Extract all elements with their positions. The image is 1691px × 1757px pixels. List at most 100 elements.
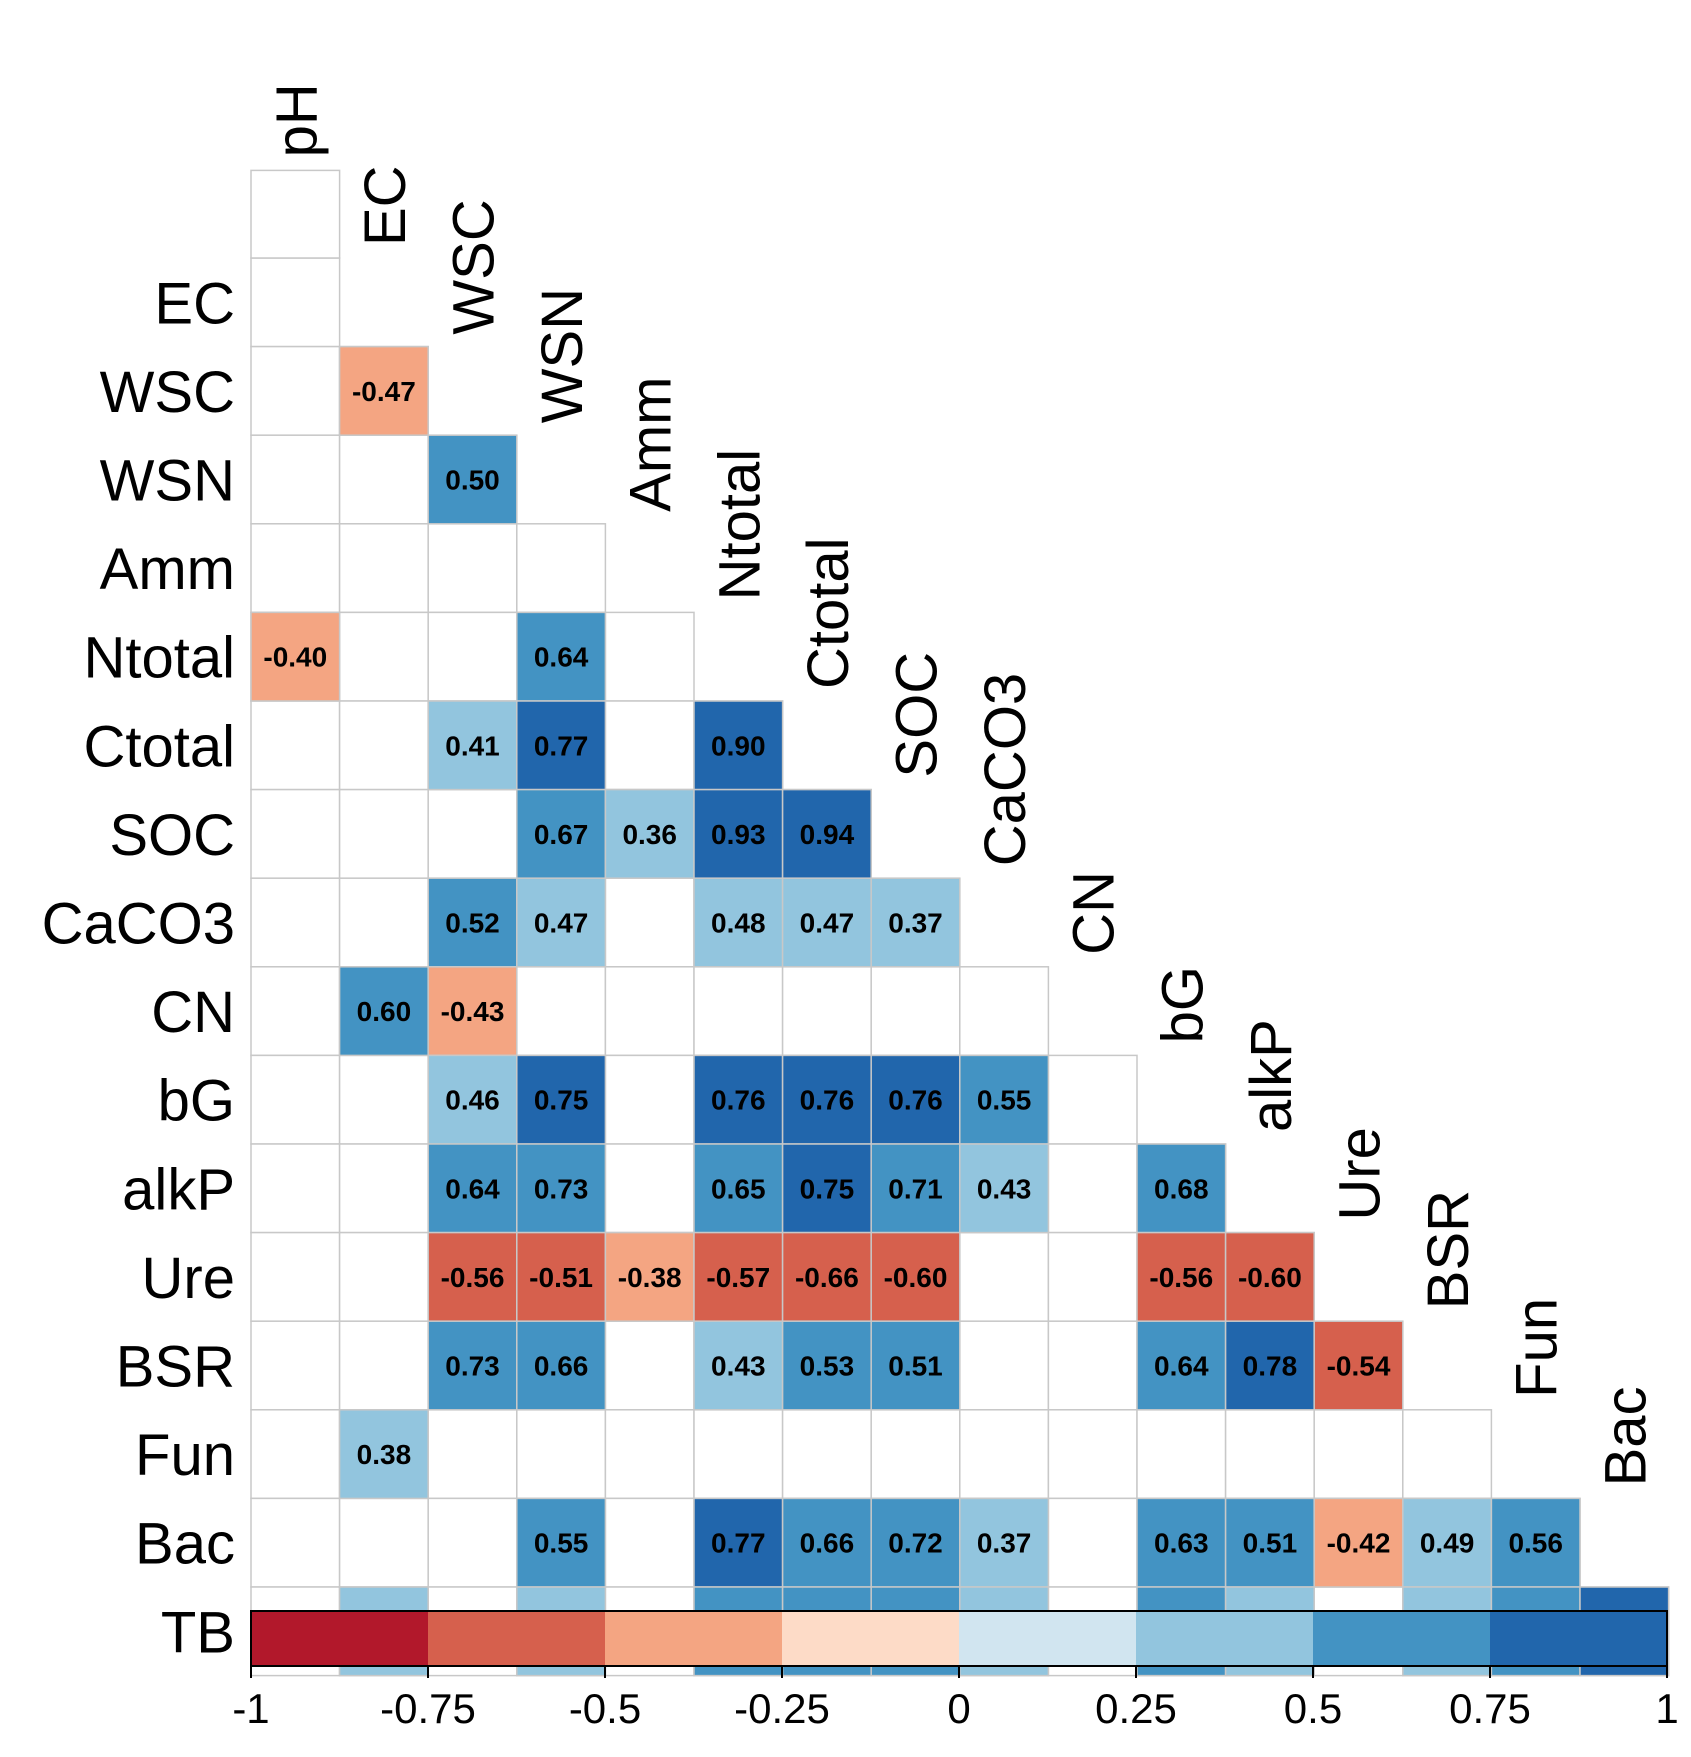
colorbar-bin-6: [1313, 1611, 1490, 1666]
grid-cell-Ctotal-Amm: [604, 700, 695, 791]
heatmap-cells: -0.47 0.50 -0.40 0.64 0.41 0.77 0.90 0.67 0.36 0.…: [250, 169, 1670, 1677]
cell-label-bG-CaCO3: 0.55: [977, 1085, 1032, 1116]
cell-label-Ure-Ctotal: -0.66: [795, 1262, 859, 1293]
colorbar-bin-0: [251, 1611, 428, 1666]
row-labels: EC WSC WSN Amm Ntotal Ctotal SOC CaCO3 CN bG alkP U…: [42, 271, 235, 1665]
cell-label-Ure-Ntotal: -0.57: [706, 1262, 770, 1293]
cell-SOC-WSN: [516, 788, 607, 879]
cell-alkP-SOC: [870, 1143, 961, 1234]
cell-label-Bac-CaCO3: 0.37: [977, 1528, 1032, 1559]
cell-label-bG-WSN: 0.75: [534, 1085, 589, 1116]
cell-CN-EC: [338, 966, 429, 1057]
cell-label-bG-SOC: 0.76: [888, 1085, 943, 1116]
cell-Ctotal-WSN: [516, 700, 607, 791]
cell-Ctotal-Ntotal: [693, 700, 784, 791]
grid-cell-Ntotal-WSC: [427, 611, 518, 702]
grid-cell-CaCO3-pH: [250, 877, 341, 968]
grid-cell-CaCO3-Amm: [604, 877, 695, 968]
grid-cell-Amm-WSN: [516, 523, 607, 614]
grid-cell-Fun-bG: [1136, 1409, 1227, 1500]
cell-BSR-SOC: [870, 1320, 961, 1411]
cell-Ntotal-pH: [250, 611, 341, 702]
row-label-CaCO3: CaCO3: [42, 892, 235, 957]
col-label-CaCO3: CaCO3: [973, 673, 1038, 866]
row-label-Ure: Ure: [142, 1246, 235, 1311]
grid-cell-Bac-EC: [338, 1497, 429, 1588]
cell-Ure-Amm: [604, 1231, 695, 1322]
grid-cell-Ntotal-Amm: [604, 611, 695, 702]
grid-cell-Fun-WSN: [516, 1409, 607, 1500]
grid-cell-Amm-EC: [338, 523, 429, 614]
cell-label-SOC-WSN: 0.67: [534, 819, 589, 850]
cell-label-Bac-WSN: 0.55: [534, 1528, 589, 1559]
cell-label-Ure-Amm: -0.38: [618, 1262, 682, 1293]
colorbar-bin-4: [959, 1611, 1136, 1666]
cell-CaCO3-Ntotal: [693, 877, 784, 968]
row-label-BSR: BSR: [116, 1335, 235, 1400]
grid-cell-CN-SOC: [870, 966, 961, 1057]
cell-label-Ure-WSC: -0.56: [441, 1262, 505, 1293]
grid-cell-alkP-CN: [1047, 1143, 1138, 1234]
grid-cell-CN-Ntotal: [693, 966, 784, 1057]
col-label-Ntotal: Ntotal: [707, 449, 772, 601]
grid-cell-Bac-CN: [1047, 1497, 1138, 1588]
cell-label-BSR-alkP: 0.78: [1243, 1351, 1298, 1382]
col-label-Fun: Fun: [1505, 1298, 1570, 1398]
cell-alkP-WSN: [516, 1143, 607, 1234]
cell-label-SOC-Ctotal: 0.94: [800, 819, 855, 850]
cell-Bac-WSN: [516, 1497, 607, 1588]
row-label-Ntotal: Ntotal: [83, 626, 235, 691]
cell-Ure-bG: [1136, 1231, 1227, 1322]
cell-CaCO3-Ctotal: [781, 877, 872, 968]
row-label-bG: bG: [158, 1069, 235, 1134]
cell-label-BSR-Ctotal: 0.53: [800, 1351, 855, 1382]
colorbar-tick-label-1: -0.75: [380, 1685, 476, 1732]
grid-cell-CN-Amm: [604, 966, 695, 1057]
cell-label-Ctotal-Ntotal: 0.90: [711, 730, 766, 761]
grid-cell-WSN-pH: [250, 434, 341, 525]
column-labels: pH EC WSC WSN Amm Ntotal Ctotal SOC CaCO3 CN bG alk…: [264, 83, 1658, 1486]
cell-bG-WSN: [516, 1054, 607, 1145]
col-label-WSN: WSN: [530, 288, 595, 423]
col-label-Ctotal: Ctotal: [796, 537, 861, 689]
grid-cell-BSR-pH: [250, 1320, 341, 1411]
cell-Bac-CaCO3: [959, 1497, 1050, 1588]
cell-SOC-Ctotal: [781, 788, 872, 879]
row-label-SOC: SOC: [109, 803, 235, 868]
grid-cell-Ctotal-EC: [338, 700, 429, 791]
grid-cell-Ure-pH: [250, 1231, 341, 1322]
col-label-bG: bG: [1150, 966, 1215, 1043]
grid-cell-Fun-pH: [250, 1409, 341, 1500]
cell-Fun-EC: [338, 1409, 429, 1500]
grid-cell-Ure-CaCO3: [959, 1231, 1050, 1322]
cell-Ctotal-WSC: [427, 700, 518, 791]
cell-label-alkP-Ntotal: 0.65: [711, 1173, 766, 1204]
cell-label-BSR-Ntotal: 0.43: [711, 1351, 766, 1382]
grid-cell-alkP-pH: [250, 1143, 341, 1234]
grid-cell-Fun-alkP: [1224, 1409, 1315, 1500]
cell-label-SOC-Amm: 0.36: [622, 819, 677, 850]
grid-cell-CaCO3-EC: [338, 877, 429, 968]
colorbar-bin-5: [1136, 1611, 1313, 1666]
col-label-alkP: alkP: [1239, 1019, 1304, 1132]
cell-Ure-WSN: [516, 1231, 607, 1322]
grid-cell-Ntotal-EC: [338, 611, 429, 702]
cell-Bac-bG: [1136, 1497, 1227, 1588]
cell-Bac-Ure: [1313, 1497, 1404, 1588]
cell-label-BSR-WSC: 0.73: [445, 1351, 500, 1382]
cell-label-Bac-Ntotal: 0.77: [711, 1528, 766, 1559]
grid-cell-CN-pH: [250, 966, 341, 1057]
row-label-TB: TB: [161, 1600, 235, 1665]
grid-cell-Fun-Amm: [604, 1409, 695, 1500]
grid-cell-alkP-EC: [338, 1143, 429, 1234]
grid-cell-BSR-EC: [338, 1320, 429, 1411]
cell-label-Ure-WSN: -0.51: [529, 1262, 593, 1293]
cell-alkP-CaCO3: [959, 1143, 1050, 1234]
row-label-alkP: alkP: [122, 1157, 235, 1222]
cell-SOC-Amm: [604, 788, 695, 879]
cell-Bac-Ntotal: [693, 1497, 784, 1588]
grid-cell-Bac-pH: [250, 1497, 341, 1588]
col-label-Amm: Amm: [619, 376, 684, 511]
row-label-WSN: WSN: [100, 449, 235, 514]
cell-label-alkP-Ctotal: 0.75: [800, 1173, 855, 1204]
